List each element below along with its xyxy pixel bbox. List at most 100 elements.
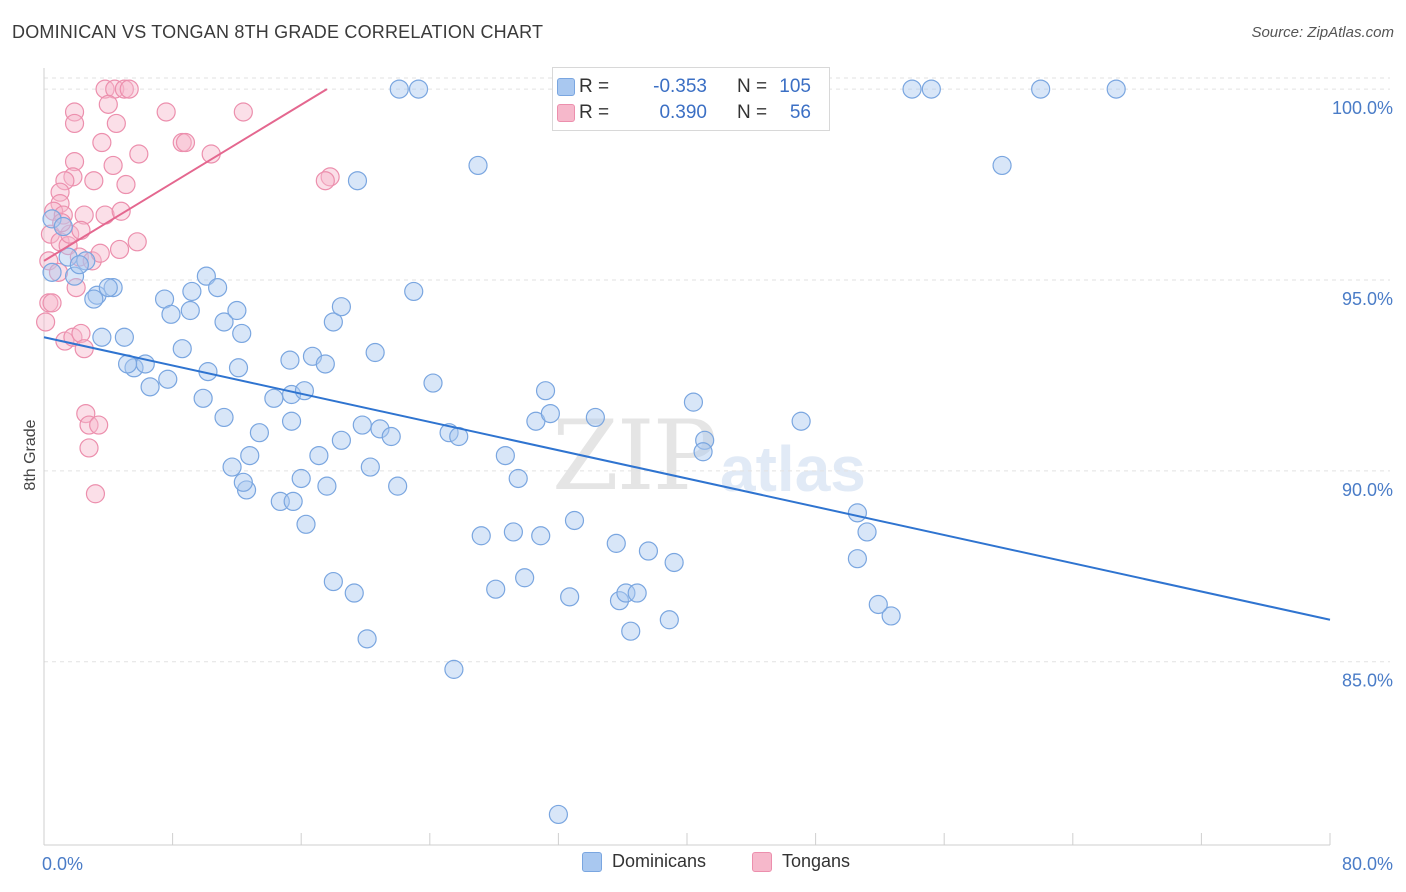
- dominican-point: [627, 583, 647, 603]
- tick-labels: 85.0% 90.0% 95.0% 100.0% 0.0% 80.0%: [42, 98, 1393, 874]
- dominican-point: [323, 312, 343, 332]
- tongan-point: [74, 205, 94, 225]
- dominican-point: [609, 591, 630, 611]
- legend-row-tongans: R = 0.390 N = 56: [557, 100, 811, 126]
- dominican-point: [228, 358, 249, 378]
- y-axis-label: 8th Grade: [22, 419, 39, 490]
- dominican-point: [1106, 79, 1126, 99]
- dominican-point: [847, 503, 867, 523]
- trend-lines: [43, 88, 1331, 621]
- dominican-point: [352, 415, 372, 435]
- tongan-point: [74, 339, 94, 359]
- dominican-point: [360, 457, 380, 477]
- dominican-point: [468, 155, 488, 176]
- tongan-point: [233, 102, 253, 122]
- dominican-point: [42, 262, 62, 282]
- tongan-point: [98, 94, 118, 114]
- chart-title: DOMINICAN VS TONGAN 8TH GRADE CORRELATIO…: [12, 22, 544, 42]
- dominican-point: [560, 587, 580, 607]
- tongan-point: [127, 232, 147, 252]
- watermark-atlas: atlas: [720, 433, 866, 505]
- tongan-point: [60, 224, 80, 244]
- dominican-point: [992, 155, 1012, 176]
- dominican-point: [53, 216, 73, 237]
- dominican-point: [291, 468, 311, 489]
- dominican-point: [389, 79, 409, 99]
- dominican-point: [233, 472, 253, 492]
- dominican-point: [659, 610, 679, 630]
- dominican-point: [381, 426, 401, 447]
- dominican-point: [503, 522, 523, 542]
- legend-label-tongans: Tongans: [782, 851, 851, 871]
- y-tick-label: 90.0%: [1342, 480, 1393, 500]
- tongan-point: [36, 312, 56, 332]
- watermark-zip: ZIP: [552, 400, 717, 512]
- dominican-point: [508, 468, 528, 489]
- tongan-point: [95, 79, 115, 99]
- dominican-point: [621, 621, 641, 641]
- tongan-point: [114, 79, 134, 99]
- tongan-point: [64, 102, 85, 122]
- dominican-point: [280, 350, 300, 370]
- dominican-point: [616, 583, 636, 603]
- dominican-point: [344, 583, 364, 603]
- legend-swatch-pink: [752, 851, 772, 872]
- dominican-point: [227, 300, 247, 321]
- legend-item-dominicans[interactable]: Dominicans: [582, 851, 706, 872]
- dominican-point: [495, 445, 515, 466]
- dominican-point: [847, 549, 867, 569]
- tongan-point: [84, 171, 104, 191]
- tongan-point: [50, 194, 70, 214]
- dominican-point: [531, 526, 551, 546]
- tongan-point: [71, 220, 91, 240]
- dominican-point: [683, 392, 704, 412]
- dominican-point: [315, 354, 335, 374]
- tongan-point: [95, 205, 115, 225]
- dominican-point: [158, 369, 178, 389]
- dominican-point: [564, 510, 585, 531]
- tongan-point: [42, 293, 62, 313]
- legend-row-dominicans: R = -0.353 N = 105: [557, 74, 811, 100]
- tongan-point: [129, 144, 149, 164]
- series-legend: Dominicans Tongans: [0, 851, 1406, 877]
- y-tick-label: 85.0%: [1342, 671, 1393, 691]
- dominican-point: [232, 323, 252, 344]
- dominican-point: [172, 339, 192, 359]
- legend-item-tongans[interactable]: Tongans: [752, 851, 850, 872]
- dominican-point: [193, 388, 213, 408]
- dominican-point: [92, 327, 112, 347]
- dominican-point: [161, 304, 181, 324]
- dominican-point: [317, 476, 337, 496]
- dominican-point: [347, 171, 368, 191]
- x-tick-label: 80.0%: [1342, 854, 1393, 874]
- dominican-point: [902, 79, 922, 99]
- legend-swatch-blue: [557, 78, 575, 96]
- dominican-point: [868, 594, 888, 615]
- x-tick-label: 0.0%: [42, 854, 83, 874]
- dominican-point: [69, 255, 89, 275]
- dominican-point: [208, 278, 228, 298]
- dominican-point: [1031, 79, 1051, 99]
- r-value: -0.353: [653, 76, 707, 97]
- dominican-point: [182, 281, 202, 302]
- tongan-point: [92, 132, 112, 153]
- axes: [43, 68, 1331, 846]
- dominican-point: [423, 373, 443, 393]
- tongan-point: [109, 239, 130, 260]
- tongan-point: [79, 438, 99, 458]
- tongan-point: [64, 152, 85, 172]
- dominican-point: [331, 430, 351, 450]
- dominican-point: [515, 568, 535, 588]
- dominican-point: [486, 579, 506, 599]
- r-label: R =: [579, 76, 610, 97]
- tongan-point: [103, 155, 123, 176]
- dominican-point: [606, 533, 626, 553]
- tongan-point: [76, 403, 96, 424]
- n-label: N =: [737, 76, 768, 97]
- tongan-point: [53, 205, 73, 225]
- dominican-point: [857, 522, 877, 542]
- dominican-point: [196, 266, 216, 286]
- tongan-point: [89, 415, 109, 435]
- dominican-point: [408, 79, 429, 99]
- dominican-point: [296, 514, 316, 534]
